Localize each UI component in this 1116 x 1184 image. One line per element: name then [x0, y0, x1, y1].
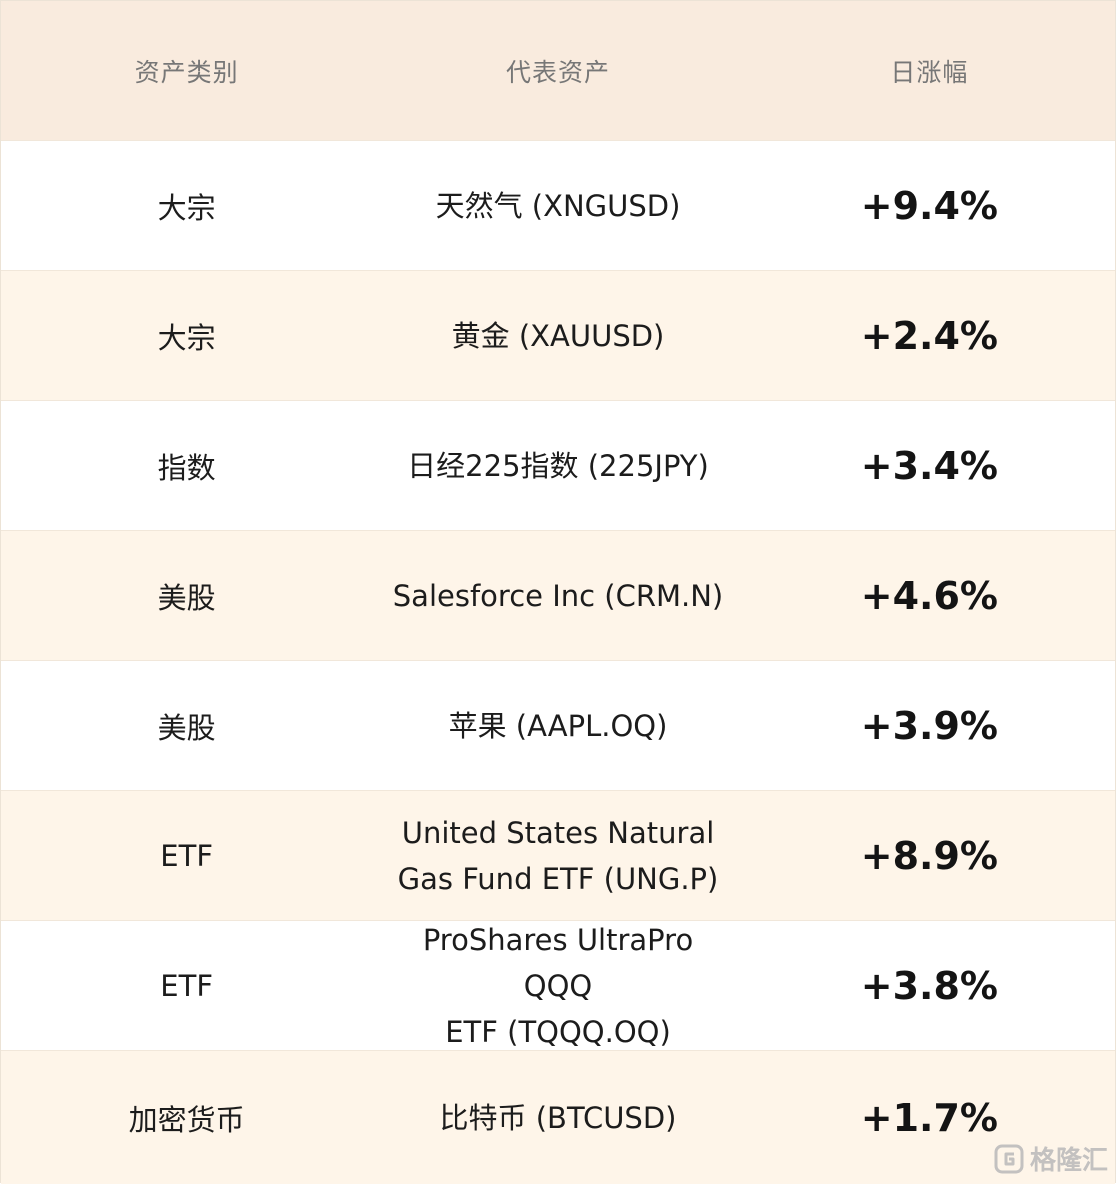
change-cell: +1.7%	[860, 1095, 998, 1140]
category-cell: 大宗	[157, 320, 216, 355]
change-cell: +2.4%	[860, 313, 998, 358]
category-cell: 美股	[157, 580, 216, 615]
table-row: 美股 苹果 (AAPL.OQ) +3.9%	[1, 661, 1115, 791]
table-row: 大宗 天然气 (XNGUSD) +9.4%	[1, 141, 1115, 271]
asset-cell: 天然气 (XNGUSD)	[435, 188, 681, 223]
table-row: ETF United States Natural Gas Fund ETF (…	[1, 791, 1115, 921]
asset-cell: 苹果 (AAPL.OQ)	[448, 708, 668, 743]
header-asset-category: 资产类别	[134, 57, 239, 87]
change-cell: +3.4%	[860, 443, 998, 488]
change-cell: +9.4%	[860, 183, 998, 228]
header-daily-change: 日涨幅	[890, 57, 969, 87]
table-header-row: 资产类别 代表资产 日涨幅	[1, 1, 1115, 141]
gelonghui-logo-icon	[994, 1144, 1024, 1173]
asset-cell: 日经225指数 (225JPY)	[407, 448, 709, 483]
table-row: 大宗 黄金 (XAUUSD) +2.4%	[1, 271, 1115, 401]
asset-line: Gas Fund ETF (UNG.P)	[397, 861, 719, 896]
category-cell: 大宗	[157, 190, 216, 225]
category-cell: 美股	[157, 710, 216, 745]
watermark-text: 格隆汇	[1029, 1146, 1108, 1176]
asset-line: ProShares UltraPro QQQ	[422, 922, 694, 1003]
watermark: 格隆汇	[994, 1140, 1108, 1177]
table-row: 加密货币 比特币 (BTCUSD) +1.7%	[1, 1051, 1115, 1184]
header-representative-asset: 代表资产	[505, 57, 610, 87]
asset-cell: 黄金 (XAUUSD)	[451, 318, 665, 353]
change-cell: +4.6%	[860, 573, 998, 618]
category-cell: ETF	[160, 968, 214, 1003]
change-cell: +3.8%	[860, 963, 998, 1008]
change-cell: +8.9%	[860, 833, 998, 878]
change-cell: +3.9%	[860, 703, 998, 748]
category-cell: 指数	[157, 450, 216, 485]
table-row: 美股 Salesforce Inc (CRM.N) +4.6%	[1, 531, 1115, 661]
asset-cell: Salesforce Inc (CRM.N)	[392, 578, 724, 613]
category-cell: 加密货币	[128, 1102, 245, 1137]
asset-cell: 比特币 (BTCUSD)	[439, 1100, 677, 1135]
table-row: ETF ProShares UltraPro QQQ ETF (TQQQ.OQ)…	[1, 921, 1115, 1051]
asset-cell: United States Natural Gas Fund ETF (UNG.…	[372, 791, 743, 920]
table-row: 指数 日经225指数 (225JPY) +3.4%	[1, 401, 1115, 531]
category-cell: ETF	[160, 838, 214, 873]
asset-line: United States Natural	[401, 815, 715, 850]
asset-line: ETF (TQQQ.OQ)	[445, 1014, 671, 1049]
asset-cell: ProShares UltraPro QQQ ETF (TQQQ.OQ)	[372, 921, 743, 1050]
